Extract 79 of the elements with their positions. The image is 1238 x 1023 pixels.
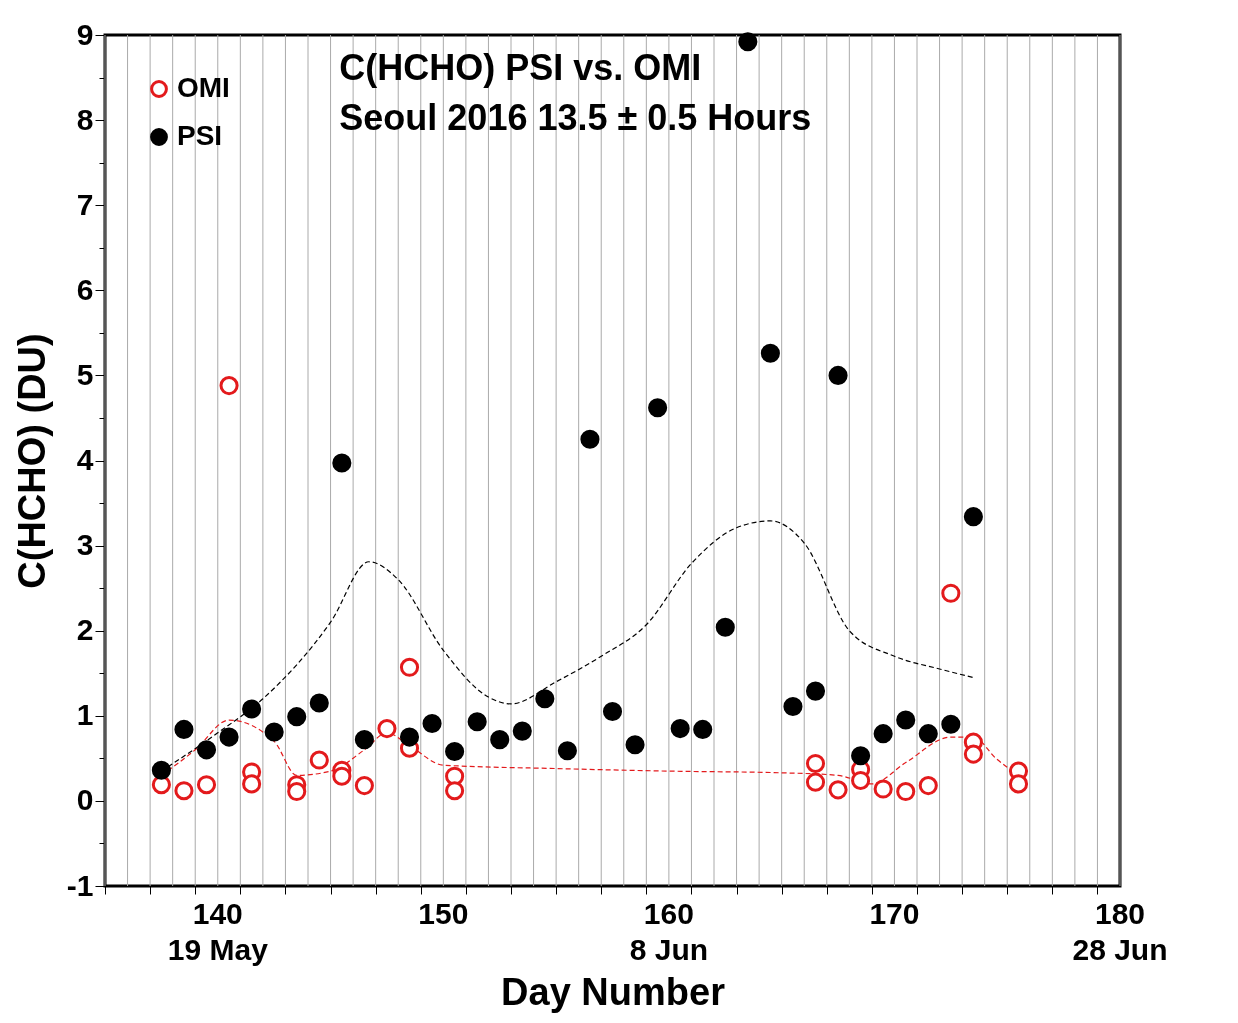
legend-label: OMI [177,72,230,103]
point [264,722,284,742]
point [805,753,826,773]
point [512,721,532,741]
point [287,707,307,727]
point [196,740,217,760]
point [332,766,352,786]
y-tick-label: 9 [76,17,94,51]
x-tick-label: 160 8 Jun [629,897,709,966]
point [287,781,307,802]
point [805,681,826,701]
point [535,689,555,709]
legend-label: PSI [177,120,223,151]
point [783,696,803,716]
point [625,735,645,755]
text: Seoul 2016 13.5 ± 0.5 Hours [339,97,812,138]
y-tick-label: 3 [76,528,94,562]
x-tick-label: 150 [418,897,469,930]
point [828,780,848,800]
y-tick-label: 5 [76,357,94,391]
point [602,702,623,722]
point [354,776,374,796]
point [309,693,329,713]
point [873,724,893,744]
point [219,376,239,396]
point [490,730,510,750]
y-tick-label: 6 [76,272,94,306]
point [941,714,961,734]
point [896,710,916,730]
point [851,746,871,766]
point [648,398,668,418]
y-tick-label: 2 [76,613,94,647]
point [445,781,465,801]
point [918,724,938,744]
point [242,774,262,794]
point [941,583,961,603]
point [896,781,916,802]
point [399,657,420,677]
point [738,32,758,52]
y-tick-label: 0 [76,783,94,817]
point [963,507,983,527]
point [693,719,713,739]
x-tick-label: 140 19 May [167,897,269,966]
x-tick-label: 170 [869,897,920,930]
point [873,779,893,799]
point [174,781,194,801]
point [580,429,600,449]
point [805,772,826,792]
point [715,617,735,637]
y-axis-title: C(HCHO) (DU) [10,333,53,589]
x-axis-title: Day Number [501,971,726,1013]
point [557,741,577,761]
point [760,343,780,363]
y-tick-label: 8 [76,102,94,136]
point [354,730,374,750]
point [219,727,239,747]
y-tick-label: 4 [76,443,94,476]
y-tick-label: 1 [76,698,94,732]
point [174,719,194,739]
point [242,699,262,719]
point [1008,774,1029,794]
point [332,453,352,473]
point [422,713,442,734]
point [445,742,465,762]
point [151,760,171,780]
x-tick-label: 180 28 Jun [1072,897,1168,966]
point [196,775,217,795]
y-tick-label: -1 [66,868,94,902]
point [399,727,420,747]
point [918,776,938,796]
point [377,719,397,739]
chart-title: C(HCHO) PSI vs. OMI [339,47,702,88]
point [670,719,690,739]
point [828,365,848,385]
point [851,770,871,791]
y-tick-label: 7 [76,187,94,221]
point [309,750,329,770]
point [963,744,983,764]
point [467,712,487,732]
